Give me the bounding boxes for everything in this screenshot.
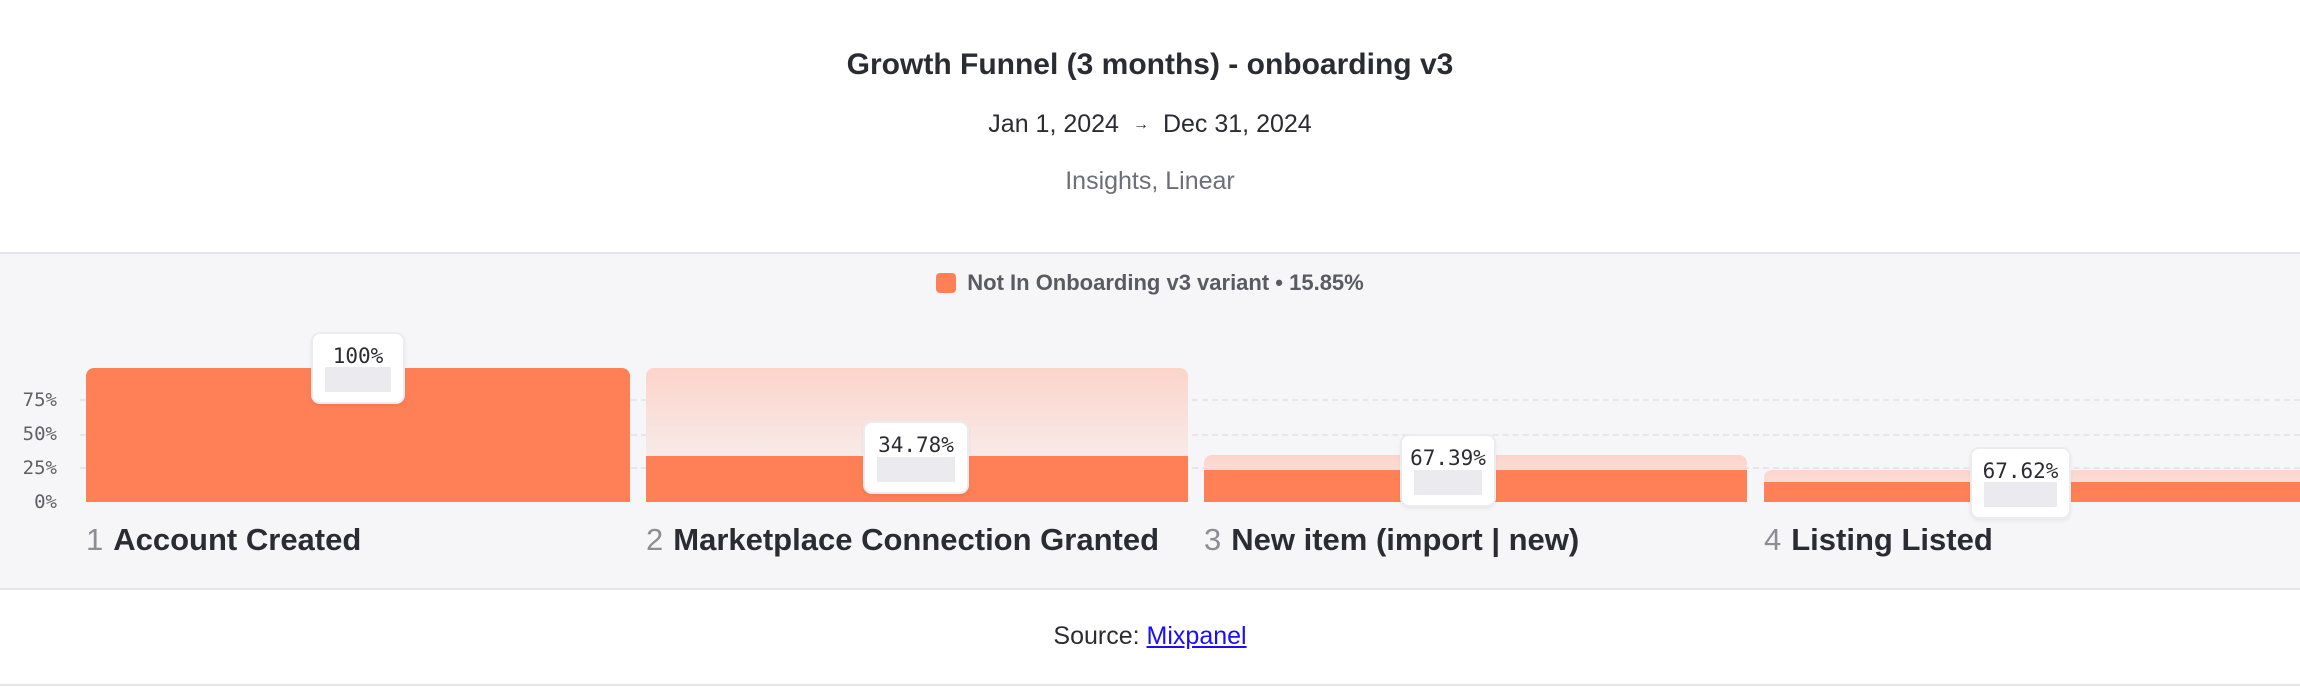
y-tick-0: 0% — [34, 491, 57, 513]
source-line: Source: Mixpanel — [0, 622, 2300, 651]
y-tick-50: 50% — [22, 423, 57, 445]
conversion-value: 100% — [332, 344, 384, 368]
legend-swatch-icon — [936, 273, 957, 293]
conversion-placeholder — [877, 457, 955, 482]
y-tick-75: 75% — [22, 389, 57, 411]
report-title: Growth Funnel (3 months) - onboarding v3 — [846, 48, 1454, 81]
conversion-badge-step-3: 67.39% — [1400, 434, 1496, 507]
step-name: Listing Listed — [1791, 522, 1993, 557]
chart-legend[interactable]: Not In Onboarding v3 variant • 15.85% — [0, 270, 2300, 296]
source-prefix: Source: — [1053, 622, 1140, 650]
step-number: 3 — [1204, 522, 1222, 557]
step-number: 2 — [646, 522, 664, 557]
conversion-placeholder — [325, 367, 391, 392]
step-label-4: 4 Listing Listed — [1764, 522, 1993, 558]
conversion-badge-step-1: 100% — [311, 332, 405, 404]
source-link[interactable]: Mixpanel — [1146, 622, 1247, 650]
arrow-right-icon: → — [1132, 116, 1149, 133]
step-label-3: 3 New item (import | new) — [1204, 522, 1579, 558]
conversion-badge-step-4: 67.62% — [1970, 447, 2071, 519]
date-range: Jan 1, 2024 → Dec 31, 2024 — [0, 110, 2300, 139]
conversion-value: 67.62% — [1982, 459, 2059, 483]
conversion-value: 67.39% — [1410, 446, 1486, 470]
step-number: 4 — [1764, 522, 1782, 557]
conversion-value: 34.78% — [878, 433, 954, 457]
report-header: Growth Funnel (3 months) - onboarding v3… — [0, 0, 2300, 252]
y-tick-25: 25% — [22, 457, 57, 479]
report-footer: Source: Mixpanel — [0, 590, 2300, 686]
date-end: Dec 31, 2024 — [1162, 110, 1312, 138]
conversion-placeholder — [1414, 470, 1482, 495]
date-start: Jan 1, 2024 — [988, 110, 1119, 138]
step-label-2: 2 Marketplace Connection Granted — [646, 522, 1159, 558]
conversion-placeholder — [1984, 482, 2057, 507]
conversion-badge-step-2: 34.78% — [863, 421, 969, 494]
step-name: Marketplace Connection Granted — [673, 522, 1160, 557]
step-label-1: 1 Account Created — [86, 522, 361, 558]
gridline-50 — [80, 434, 2300, 436]
gridline-75 — [80, 399, 2300, 401]
step-number: 1 — [86, 522, 104, 557]
step-name: New item (import | new) — [1231, 522, 1580, 557]
funnel-chart: Not In Onboarding v3 variant • 15.85% 75… — [0, 252, 2300, 590]
legend-label: Not In Onboarding v3 variant • 15.85% — [967, 270, 1364, 295]
report-subtitle: Insights, Linear — [1065, 167, 1235, 195]
gridline-25 — [80, 467, 2300, 469]
step-name: Account Created — [113, 522, 362, 557]
